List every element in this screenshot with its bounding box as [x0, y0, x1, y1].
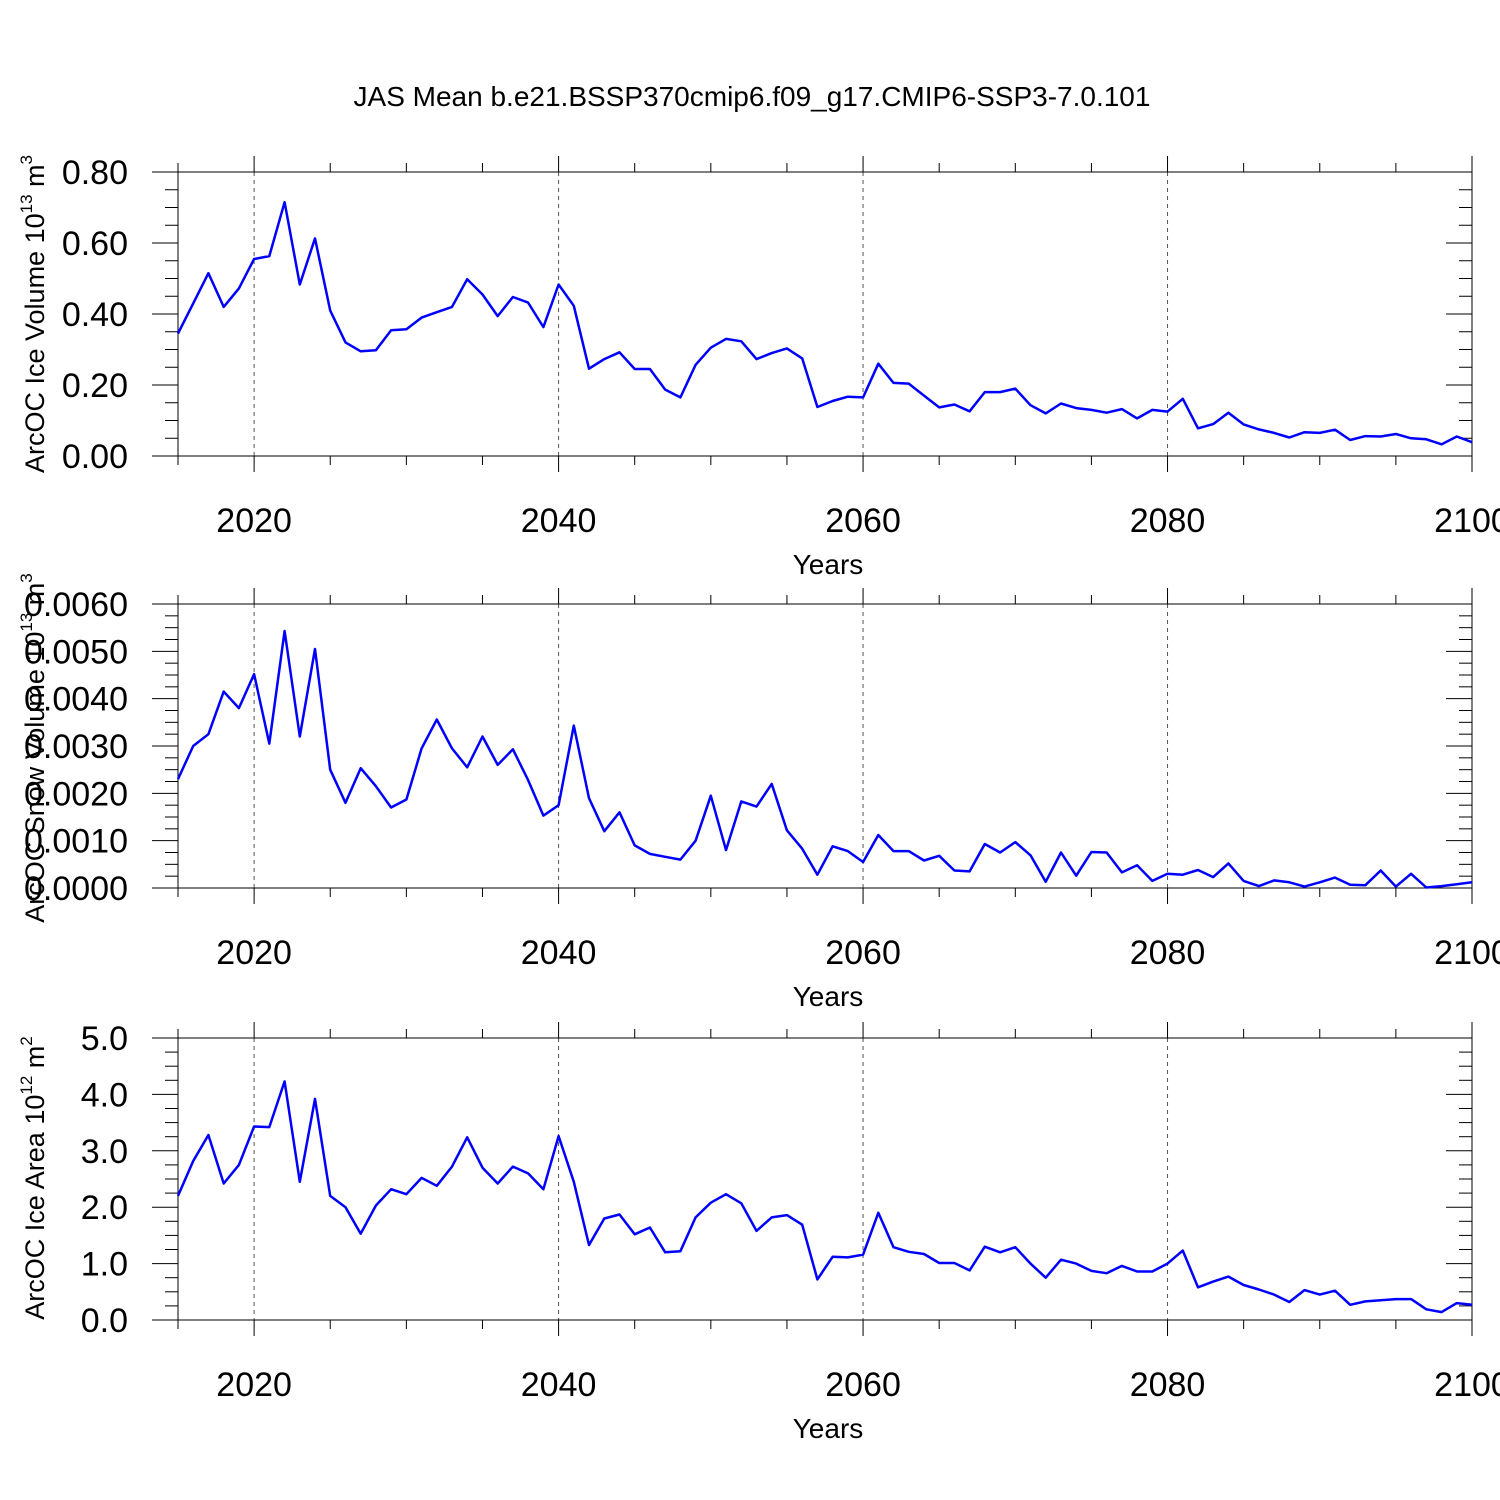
y-tick-label: 0.0 [81, 1302, 128, 1340]
x-axis-label: Years [793, 549, 864, 580]
y-axis-label: ArcOC Snow Volume 1013 m3 [17, 573, 50, 923]
y-tick-label: 1.0 [81, 1246, 128, 1284]
series-line [176, 629, 1473, 889]
panel-2: 2020 2040 2060 2080 2100 Years 0.0000 0.0010 0.0… [17, 573, 1500, 1012]
x-tick-label: 2020 [216, 934, 292, 972]
panel-3: 2020 2040 2060 2080 2100 Years 0.0 1.0 2.0 3.0 4.0… [17, 1020, 1500, 1444]
plot-frame [177, 171, 1473, 457]
y-tick-label: 0.20 [62, 367, 128, 405]
panels: 2020 2040 2060 2080 2100 Years 0.00 0.20 0.40 0.6… [17, 154, 1500, 1444]
plot-frame [177, 1037, 1473, 1321]
plot-frame [177, 603, 1473, 889]
y-tick-label: 0.00 [62, 438, 128, 476]
y-tick-label: 0.60 [62, 225, 128, 263]
x-tick-label: 2040 [521, 934, 597, 972]
y-tick-label: 0.0020 [24, 775, 128, 813]
y-tick-label: 0.0040 [24, 681, 128, 719]
chart-title: JAS Mean b.e21.BSSP370cmip6.f09_g17.CMIP… [354, 81, 1151, 112]
y-tick-label: 5.0 [81, 1020, 128, 1058]
x-tick-label: 2100 [1434, 934, 1500, 972]
x-tick-label: 2040 [521, 502, 597, 540]
series-line [176, 1080, 1473, 1314]
y-tick-label: 0.0060 [24, 586, 128, 624]
x-tick-label: 2040 [521, 1366, 597, 1404]
x-tick-label: 2080 [1130, 502, 1206, 540]
y-tick-label: 3.0 [81, 1133, 128, 1171]
x-axis-label: Years [793, 1413, 864, 1444]
y-axis-label: ArcOC Ice Volume 1013 m3 [17, 155, 50, 473]
y-tick-label: 0.0030 [24, 728, 128, 766]
series-line [176, 200, 1473, 446]
x-tick-label: 2080 [1130, 1366, 1206, 1404]
x-tick-label: 2060 [825, 1366, 901, 1404]
x-tick-label: 2020 [216, 502, 292, 540]
x-tick-label: 2060 [825, 934, 901, 972]
y-axis-label: ArcOC Ice Area 1012 m2 [17, 1036, 50, 1320]
panel-1: 2020 2040 2060 2080 2100 Years 0.00 0.20 0.40 0.6… [17, 154, 1500, 580]
y-tick-label: 0.0000 [24, 870, 128, 908]
y-tick-label: 0.0050 [24, 633, 128, 671]
x-tick-label: 2100 [1434, 502, 1500, 540]
y-tick-label: 0.0010 [24, 823, 128, 861]
y-tick-label: 0.80 [62, 154, 128, 192]
y-tick-label: 2.0 [81, 1189, 128, 1227]
x-axis-label: Years [793, 981, 864, 1012]
y-tick-label: 4.0 [81, 1076, 128, 1114]
y-tick-label: 0.40 [62, 296, 128, 334]
x-tick-label: 2020 [216, 1366, 292, 1404]
x-tick-label: 2100 [1434, 1366, 1500, 1404]
x-tick-label: 2060 [825, 502, 901, 540]
x-tick-label: 2080 [1130, 934, 1206, 972]
